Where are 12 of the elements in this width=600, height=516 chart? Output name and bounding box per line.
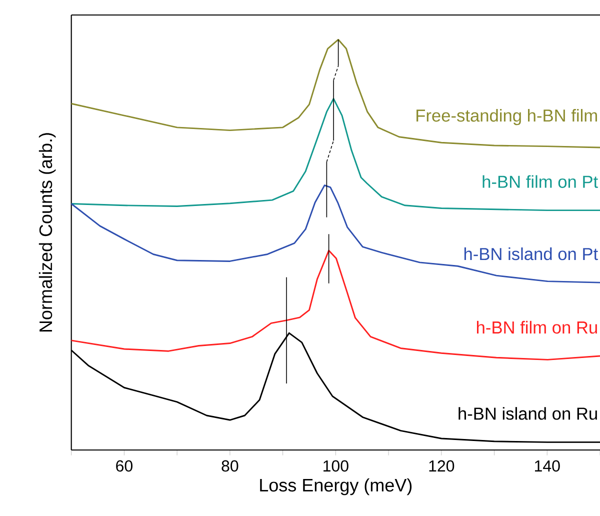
series-label: h-BN film on Ru — [476, 320, 597, 334]
y-axis-title: Normalized Counts (arb.) — [38, 133, 56, 332]
x-tick-label: 60 — [116, 460, 132, 472]
x-tick-label: 80 — [222, 460, 238, 472]
series-label: h-BN island on Pt — [464, 247, 598, 260]
x-tick-label: 100 — [324, 460, 348, 472]
x-axis-title: Loss Energy (meV) — [260, 478, 412, 496]
series-label: h-BN film on Pt — [482, 175, 598, 188]
series-label: h-BN island on Ru — [458, 407, 597, 420]
x-tick-label: 120 — [429, 460, 454, 472]
series-label: Free-standing h-BN film — [416, 108, 597, 126]
x-tick-label: 140 — [535, 460, 560, 472]
